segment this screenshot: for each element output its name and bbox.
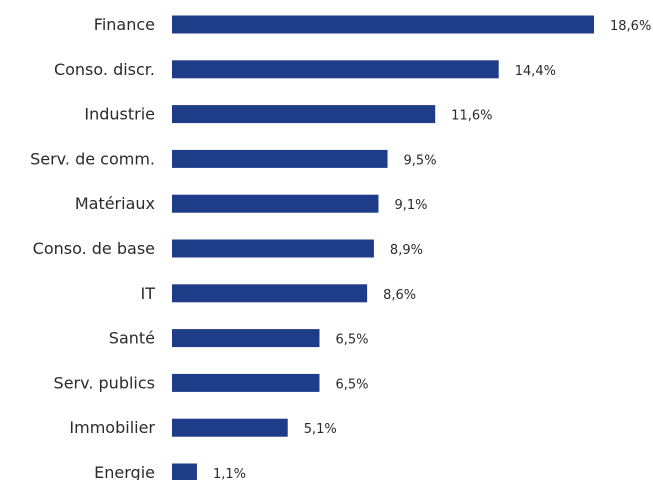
bar-10 bbox=[172, 463, 197, 480]
category-label-3: Serv. de comm. bbox=[30, 149, 155, 168]
bar-7 bbox=[172, 329, 320, 348]
value-label-1: 14,4% bbox=[515, 64, 556, 79]
category-label-6: IT bbox=[141, 284, 156, 303]
value-label-3: 9,5% bbox=[404, 153, 437, 168]
category-label-5: Conso. de base bbox=[33, 239, 155, 258]
bars-group bbox=[172, 15, 594, 480]
bar-8 bbox=[172, 373, 320, 392]
bar-1 bbox=[172, 60, 499, 79]
value-label-8: 6,5% bbox=[335, 377, 368, 392]
category-label-0: Finance bbox=[94, 15, 155, 34]
bar-6 bbox=[172, 284, 368, 303]
value-label-10: 1,1% bbox=[213, 467, 246, 480]
bar-4 bbox=[172, 194, 379, 213]
bar-5 bbox=[172, 239, 374, 258]
category-label-9: Immobilier bbox=[69, 418, 155, 437]
category-label-1: Conso. discr. bbox=[54, 60, 155, 79]
bar-0 bbox=[172, 15, 594, 34]
bar-3 bbox=[172, 149, 388, 168]
value-label-4: 9,1% bbox=[394, 198, 427, 213]
category-label-8: Serv. publics bbox=[54, 373, 155, 392]
value-label-6: 8,6% bbox=[383, 288, 416, 303]
bar-2 bbox=[172, 105, 436, 124]
category-labels-group: Finance Conso. discr. Industrie Serv. de co… bbox=[30, 15, 155, 480]
value-labels-group: 18,6% 14,4% 11,6% 9,5% 9,1% 8,9% 8,6% 6,5% 6,5% 5… bbox=[213, 19, 651, 480]
value-label-0: 18,6% bbox=[610, 19, 651, 34]
category-label-10: Energie bbox=[94, 463, 155, 480]
bar-9 bbox=[172, 418, 288, 437]
category-label-4: Matériaux bbox=[75, 194, 155, 213]
value-label-7: 6,5% bbox=[335, 333, 368, 348]
value-label-2: 11,6% bbox=[451, 109, 492, 124]
value-label-9: 5,1% bbox=[304, 422, 337, 437]
category-label-7: Santé bbox=[109, 329, 155, 348]
value-label-5: 8,9% bbox=[390, 243, 423, 258]
category-label-2: Industrie bbox=[84, 105, 155, 124]
